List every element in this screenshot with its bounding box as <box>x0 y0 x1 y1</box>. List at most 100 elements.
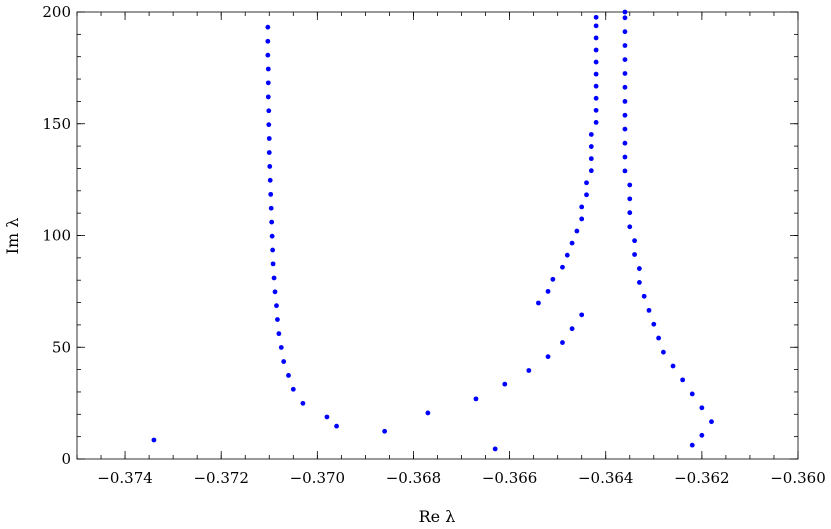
data-point <box>270 247 276 253</box>
data-point <box>560 264 565 270</box>
y-tick-label: 100 <box>42 227 71 245</box>
data-point <box>266 136 272 141</box>
data-point <box>622 154 628 160</box>
data-point <box>622 9 628 15</box>
y-tick-label: 150 <box>42 115 71 133</box>
data-point <box>627 196 633 202</box>
data-point <box>266 150 272 155</box>
x-tick-label: −0.374 <box>97 469 153 487</box>
data-point <box>699 405 705 411</box>
data-point <box>300 400 306 406</box>
data-point <box>334 423 339 429</box>
data-point <box>275 317 280 322</box>
data-point <box>270 261 276 267</box>
data-point <box>290 386 296 392</box>
x-axis-label: Re λ <box>419 507 456 526</box>
axis-ticks <box>76 11 799 460</box>
data-point <box>492 446 498 452</box>
data-point <box>265 38 271 44</box>
data-point <box>622 99 628 104</box>
y-tick-label: 200 <box>42 3 71 21</box>
data-point <box>274 303 279 309</box>
data-point <box>622 15 628 21</box>
data-point <box>593 107 599 113</box>
data-point <box>622 126 628 132</box>
data-point <box>265 80 271 86</box>
data-point <box>680 377 686 383</box>
data-point <box>536 300 541 306</box>
x-tick-label: −0.370 <box>290 469 346 487</box>
data-point <box>266 122 272 128</box>
x-tick-label: −0.362 <box>674 469 730 487</box>
data-point <box>278 345 284 350</box>
data-point <box>574 228 580 234</box>
data-point <box>627 182 633 188</box>
data-point <box>281 359 287 364</box>
data-point <box>473 396 479 402</box>
x-tick-label: −0.366 <box>482 469 538 487</box>
data-point <box>550 276 556 282</box>
data-points <box>151 9 714 452</box>
data-point <box>593 120 599 125</box>
x-tick-label: −0.360 <box>770 469 826 487</box>
data-point <box>584 180 589 186</box>
data-point <box>622 168 628 174</box>
data-point <box>265 52 271 58</box>
data-point <box>636 280 642 285</box>
data-point <box>584 192 589 198</box>
data-point <box>588 132 594 137</box>
data-point <box>502 381 508 387</box>
data-point <box>267 164 273 169</box>
data-point <box>641 293 647 299</box>
x-tick-label: −0.364 <box>578 469 634 487</box>
data-point <box>593 59 599 65</box>
data-point <box>622 140 628 146</box>
data-point <box>593 71 599 77</box>
data-point <box>709 419 714 425</box>
data-point <box>632 252 637 257</box>
data-point <box>661 349 666 355</box>
data-point <box>382 428 388 434</box>
data-point <box>670 363 676 369</box>
data-point <box>593 95 599 101</box>
data-point <box>425 410 431 416</box>
data-point <box>266 108 272 114</box>
data-point <box>269 233 275 239</box>
data-point <box>272 289 278 295</box>
data-point <box>636 266 642 271</box>
y-tick-label: 50 <box>52 338 71 356</box>
data-point <box>622 71 628 76</box>
data-point <box>593 14 599 20</box>
data-point <box>656 335 662 341</box>
data-point <box>268 191 274 197</box>
data-point <box>569 326 575 332</box>
data-point <box>265 66 271 72</box>
data-point <box>689 442 695 448</box>
data-point <box>593 23 599 29</box>
data-point <box>151 437 157 443</box>
data-point <box>588 168 594 174</box>
data-point <box>588 156 594 162</box>
data-point <box>560 340 565 345</box>
data-point <box>627 210 633 216</box>
data-point <box>569 240 575 246</box>
data-point <box>286 373 291 378</box>
data-point <box>267 177 273 183</box>
data-point <box>593 83 599 89</box>
data-point <box>579 216 585 222</box>
x-tick-label: −0.368 <box>386 469 442 487</box>
data-point <box>622 112 628 118</box>
data-point <box>265 94 271 100</box>
data-point <box>526 368 532 373</box>
data-point <box>593 35 599 41</box>
data-point <box>588 144 594 149</box>
data-point <box>627 224 633 230</box>
data-point <box>545 288 551 294</box>
data-point <box>622 29 628 35</box>
data-point <box>276 331 282 337</box>
data-point <box>579 204 585 210</box>
data-point <box>268 205 274 211</box>
data-point <box>632 238 637 244</box>
data-point <box>651 321 657 327</box>
data-point <box>564 252 570 258</box>
